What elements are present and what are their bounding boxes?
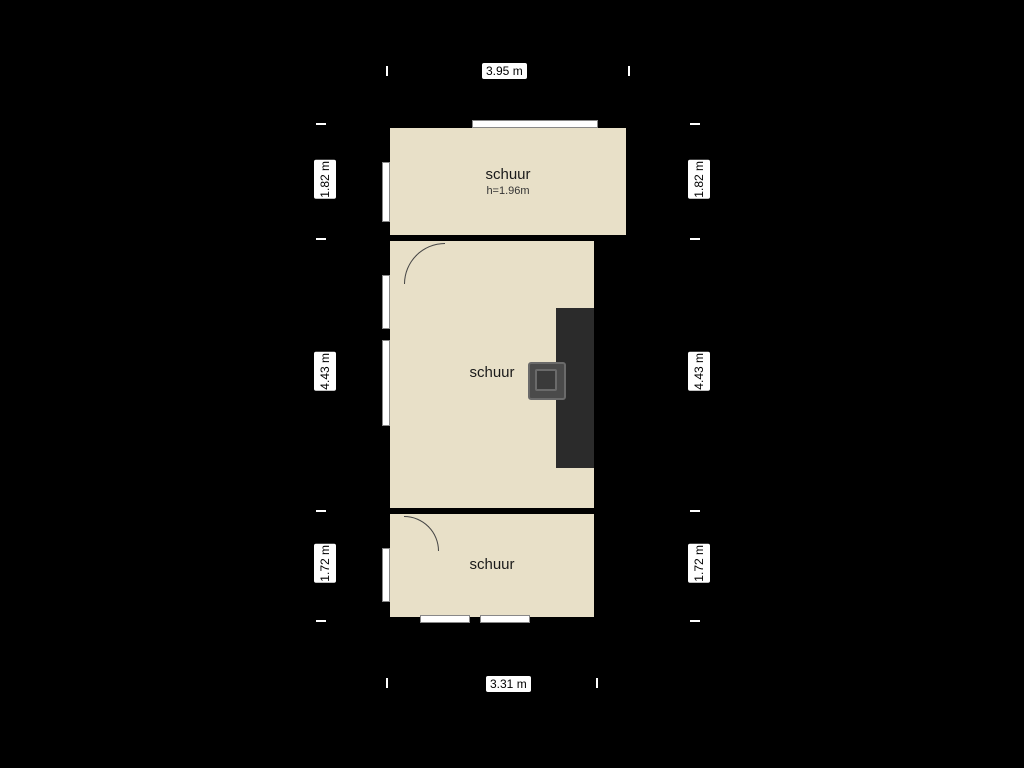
dim-tick bbox=[690, 510, 700, 512]
dim-tick bbox=[316, 620, 326, 622]
dim-right-3: 1.72 m bbox=[688, 544, 710, 583]
room-top-sub: h=1.96m bbox=[388, 185, 628, 197]
dim-tick bbox=[316, 510, 326, 512]
dim-tick bbox=[386, 678, 388, 688]
wall bbox=[384, 508, 600, 514]
window bbox=[480, 615, 530, 623]
dim-tick bbox=[690, 238, 700, 240]
wall bbox=[384, 235, 600, 241]
room-bottom-name: schuur bbox=[469, 556, 514, 573]
dim-tick bbox=[316, 238, 326, 240]
floorplan-stage: schuur h=1.96m schuur schuur 3.95 m 3.31… bbox=[0, 0, 1024, 768]
dim-tick bbox=[628, 66, 630, 76]
sink-basin bbox=[535, 369, 557, 391]
dim-top: 3.95 m bbox=[482, 63, 527, 79]
room-top-name: schuur bbox=[485, 166, 530, 183]
dim-tick bbox=[690, 620, 700, 622]
room-top-label: schuur h=1.96m bbox=[388, 166, 628, 197]
dim-left-3: 1.72 m bbox=[314, 544, 336, 583]
dim-right-1: 1.82 m bbox=[688, 160, 710, 199]
dim-left-2: 4.43 m bbox=[314, 352, 336, 391]
dim-tick bbox=[596, 678, 598, 688]
window bbox=[472, 120, 598, 128]
room-top: schuur h=1.96m bbox=[388, 126, 628, 239]
dim-bottom: 3.31 m bbox=[486, 676, 531, 692]
sink bbox=[528, 362, 566, 400]
window bbox=[382, 548, 390, 602]
dim-tick bbox=[316, 123, 326, 125]
wall bbox=[594, 235, 600, 623]
window bbox=[420, 615, 470, 623]
window bbox=[382, 340, 390, 426]
dim-tick bbox=[386, 66, 388, 76]
dim-tick bbox=[690, 123, 700, 125]
dim-right-2: 4.43 m bbox=[688, 352, 710, 391]
dim-left-1: 1.82 m bbox=[314, 160, 336, 199]
room-bottom-label: schuur bbox=[388, 556, 596, 573]
room-middle-name: schuur bbox=[469, 364, 514, 381]
window bbox=[382, 162, 390, 222]
window bbox=[382, 275, 390, 329]
wall bbox=[626, 122, 632, 239]
